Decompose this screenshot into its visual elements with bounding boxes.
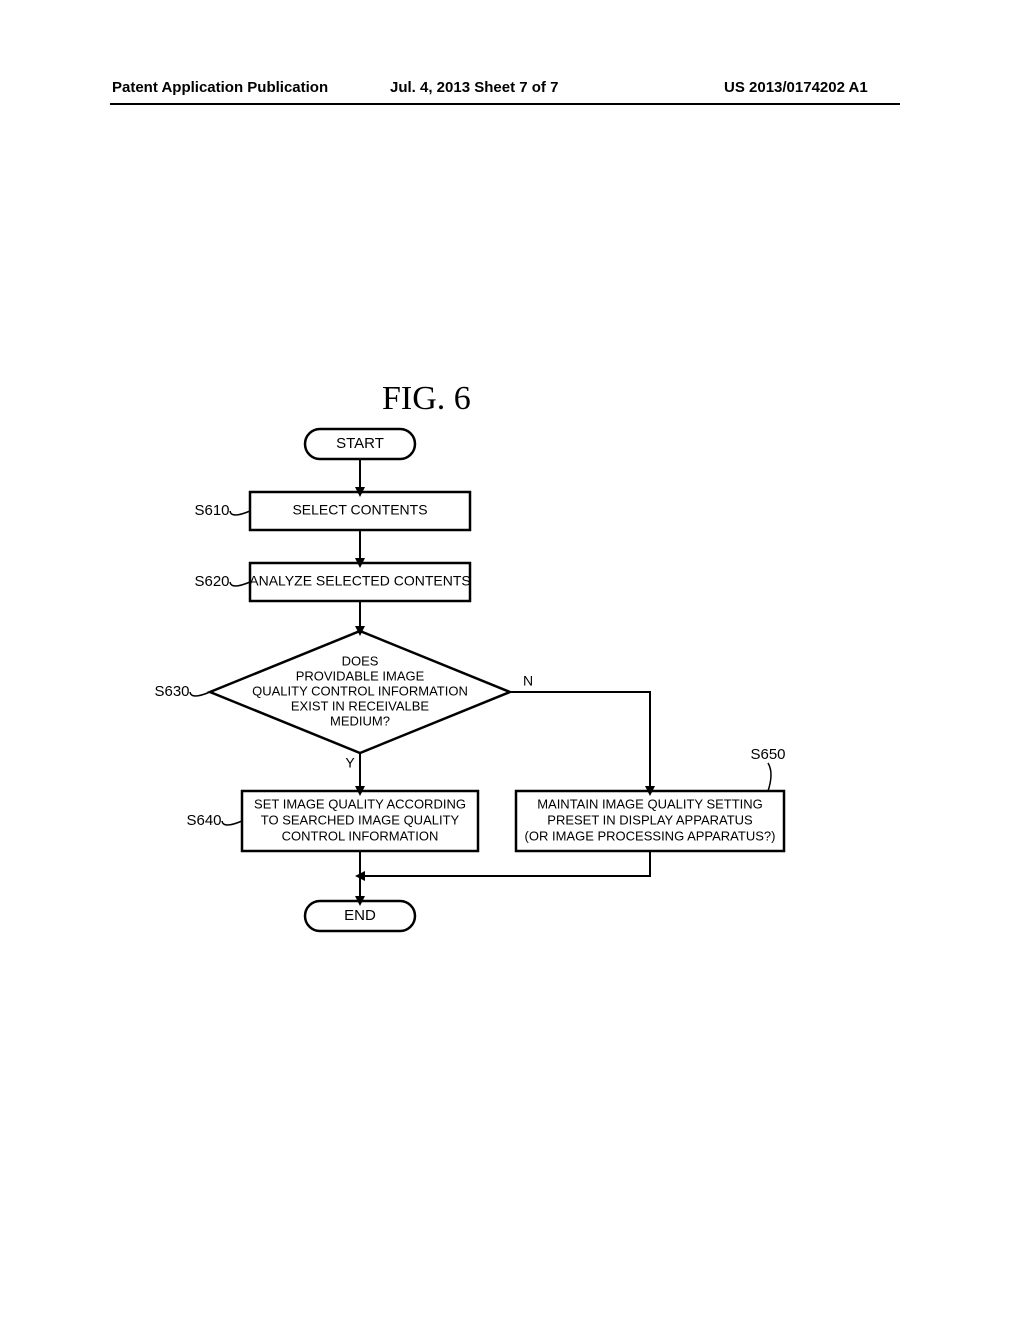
edge-s630-s650-label: N <box>523 673 533 689</box>
node-s630-line-4: MEDIUM? <box>330 713 390 728</box>
page: Patent Application Publication Jul. 4, 2… <box>0 0 1024 1320</box>
node-s610-label: SELECT CONTENTS <box>292 502 427 518</box>
ref-leader-s640 <box>222 821 242 825</box>
node-start-label: START <box>336 435 384 452</box>
node-end-label: END <box>344 907 376 924</box>
edge-s630-s640-label: Y <box>345 755 355 771</box>
edge-s650-end <box>360 851 650 876</box>
ref-s630: S630 <box>154 683 189 700</box>
ref-s650: S650 <box>750 746 785 763</box>
node-s630-line-0: DOES <box>342 653 379 668</box>
ref-s620: S620 <box>194 573 229 590</box>
ref-leader-s630 <box>190 692 210 696</box>
node-s620-label: ANALYZE SELECTED CONTENTS <box>249 573 470 589</box>
ref-leader-s610 <box>230 511 250 515</box>
node-s640-line-0: SET IMAGE QUALITY ACCORDING <box>254 796 466 811</box>
node-s650-line-2: (OR IMAGE PROCESSING APPARATUS?) <box>525 828 776 843</box>
ref-s610: S610 <box>194 502 229 519</box>
flowchart: START SELECT CONTENTS ANALYZE SELECTED CON… <box>0 0 1024 1320</box>
node-s650-line-1: PRESET IN DISPLAY APPARATUS <box>547 812 753 827</box>
node-s650-line-0: MAINTAIN IMAGE QUALITY SETTING <box>537 796 763 811</box>
node-s630-line-3: EXIST IN RECEIVALBE <box>291 698 430 713</box>
ref-leader-s650 <box>768 763 771 791</box>
ref-s640: S640 <box>186 812 221 829</box>
node-s640-line-2: CONTROL INFORMATION <box>282 828 439 843</box>
ref-leader-s620 <box>230 582 250 586</box>
node-s640-line-1: TO SEARCHED IMAGE QUALITY <box>261 812 460 827</box>
node-s630-line-2: QUALITY CONTROL INFORMATION <box>252 683 468 698</box>
edge-s630-s650 <box>510 692 650 791</box>
node-s630-line-1: PROVIDABLE IMAGE <box>296 668 425 683</box>
